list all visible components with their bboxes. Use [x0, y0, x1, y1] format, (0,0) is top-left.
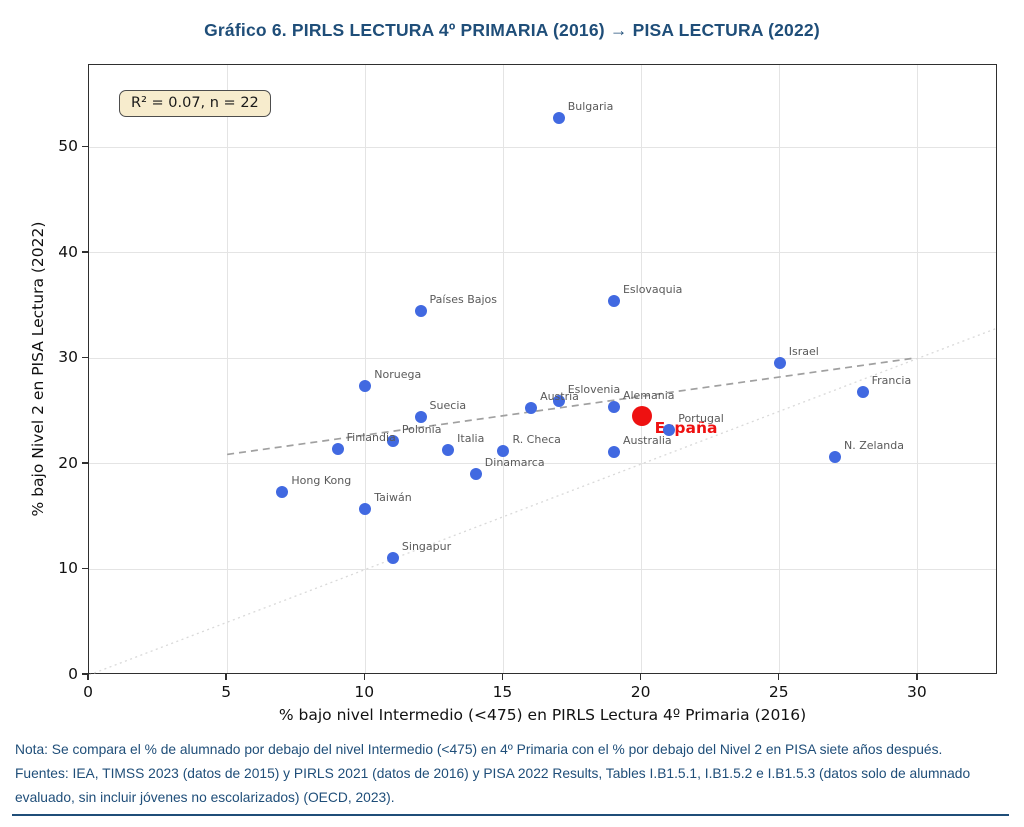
gridline-y-10 — [89, 568, 996, 570]
y-axis-label: % bajo Nivel 2 en PISA Lectura (2022) — [29, 221, 47, 517]
data-point-label-austria: Austria — [540, 389, 579, 403]
x-tick-label-15: 15 — [492, 683, 513, 701]
gridline-x-10 — [364, 65, 366, 673]
y-tick-label-50: 50 — [58, 137, 78, 156]
data-point-singapur — [386, 551, 399, 564]
data-point-noruega — [359, 379, 372, 392]
gridline-y-20 — [89, 463, 996, 465]
data-point-pa-ses-bajos — [414, 304, 427, 317]
data-point-label-portugal: Portugal — [678, 412, 724, 426]
data-point-n-zelanda — [828, 450, 841, 463]
data-point-eslovenia — [552, 394, 565, 407]
x-axis-label: % bajo nivel Intermedio (<475) en PIRLS … — [278, 706, 807, 724]
data-point-label-noruega: Noruega — [374, 367, 422, 381]
y-tick-mark-0 — [82, 673, 88, 675]
r-squared-annotation: R² = 0.07, n = 22 — [119, 90, 271, 117]
identity-line — [89, 327, 998, 675]
data-point-label-r-checa: R. Checa — [512, 433, 561, 447]
data-point-label-hong-kong: Hong Kong — [291, 474, 352, 488]
gridline-y-40 — [89, 252, 996, 254]
y-tick-mark-20 — [82, 462, 88, 464]
data-point-label-italia: Italia — [457, 432, 485, 446]
data-point-dinamarca — [469, 468, 482, 481]
data-point-label-australia: Australia — [622, 434, 672, 448]
x-tick-mark-10 — [363, 674, 366, 680]
x-tick-label-25: 25 — [768, 683, 789, 701]
data-point-alemania — [607, 400, 620, 413]
gridline-x-5 — [226, 65, 228, 673]
data-point-label-suecia: Suecia — [429, 399, 467, 413]
trend-line — [227, 357, 913, 456]
data-point-italia — [442, 444, 455, 457]
x-tick-mark-20 — [639, 674, 642, 680]
gridline-x-30 — [917, 65, 919, 673]
data-point-r-checa — [497, 445, 510, 458]
data-point-portugal — [663, 424, 676, 437]
data-point-label-singapur: Singapur — [401, 539, 452, 553]
x-tick-mark-0 — [87, 674, 89, 680]
y-tick-label-20: 20 — [58, 453, 78, 472]
y-tick-label-30: 30 — [58, 348, 78, 367]
data-point-label-taiw-n: Taiwán — [374, 491, 412, 505]
x-tick-mark-5 — [225, 674, 227, 680]
y-tick-label-0: 0 — [68, 665, 78, 683]
data-point-label-eslovaquia: Eslovaquia — [622, 283, 683, 297]
bottom-rule — [12, 814, 1009, 816]
note-block: Nota: Se compara el % de alumnado por de… — [15, 738, 1015, 810]
data-point-label-dinamarca: Dinamarca — [484, 456, 545, 470]
gridline-x-25 — [779, 65, 781, 673]
x-tick-label-5: 5 — [221, 683, 232, 701]
x-tick-mark-30 — [916, 674, 918, 680]
data-point-label-israel: Israel — [788, 344, 819, 358]
data-point-label-bulgaria: Bulgaria — [567, 99, 614, 113]
gridline-y-30 — [89, 357, 996, 359]
gridline-x-20 — [641, 65, 643, 673]
data-point-polonia — [386, 434, 399, 447]
data-point-espa-a — [631, 406, 652, 427]
data-point-hong-kong — [276, 486, 289, 499]
data-point-israel — [773, 356, 786, 369]
data-point-label-alemania: Alemania — [622, 388, 675, 402]
data-point-francia — [856, 386, 869, 399]
data-point-label-polonia: Polonia — [401, 422, 442, 436]
gridline-y-50 — [89, 146, 996, 148]
x-tick-label-10: 10 — [354, 683, 375, 701]
data-point-bulgaria — [552, 111, 565, 124]
x-tick-mark-25 — [777, 674, 780, 680]
note-nota: Nota: Se compara el % de alumnado por de… — [15, 742, 943, 757]
plot-area: Bulgaria Eslovaquia Países Bajos Israel Noru… — [88, 64, 998, 675]
x-tick-label-0: 0 — [83, 683, 93, 701]
data-point-finlandia — [331, 443, 344, 456]
data-point-label-pa-ses-bajos: Países Bajos — [429, 292, 498, 306]
data-point-label-n-zelanda: N. Zelanda — [843, 438, 905, 452]
data-point-australia — [607, 446, 620, 459]
x-tick-label-30: 30 — [907, 683, 927, 701]
gridline-x-15 — [502, 65, 504, 673]
data-point-suecia — [414, 411, 427, 424]
x-tick-label-20: 20 — [630, 683, 651, 701]
note-fuentes: Fuentes: IEA, TIMSS 2023 (datos de 2015)… — [15, 766, 971, 805]
data-point-austria — [525, 401, 538, 414]
data-point-label-francia: Francia — [871, 374, 912, 388]
y-tick-mark-30 — [82, 356, 88, 359]
x-tick-mark-15 — [501, 674, 504, 680]
y-tick-mark-50 — [82, 145, 88, 148]
data-point-label-finlandia: Finlandia — [346, 431, 396, 445]
y-tick-mark-10 — [82, 567, 88, 570]
data-point-eslovaquia — [607, 295, 620, 308]
y-tick-label-10: 10 — [58, 559, 78, 578]
chart-title: Gráfico 6. PIRLS LECTURA 4º PRIMARIA (20… — [204, 20, 820, 40]
trend-and-identity-lines — [89, 327, 998, 675]
y-tick-mark-40 — [82, 251, 88, 253]
data-point-label-eslovenia: Eslovenia — [567, 382, 621, 396]
y-tick-label-40: 40 — [58, 242, 78, 261]
data-point-taiw-n — [359, 503, 372, 516]
